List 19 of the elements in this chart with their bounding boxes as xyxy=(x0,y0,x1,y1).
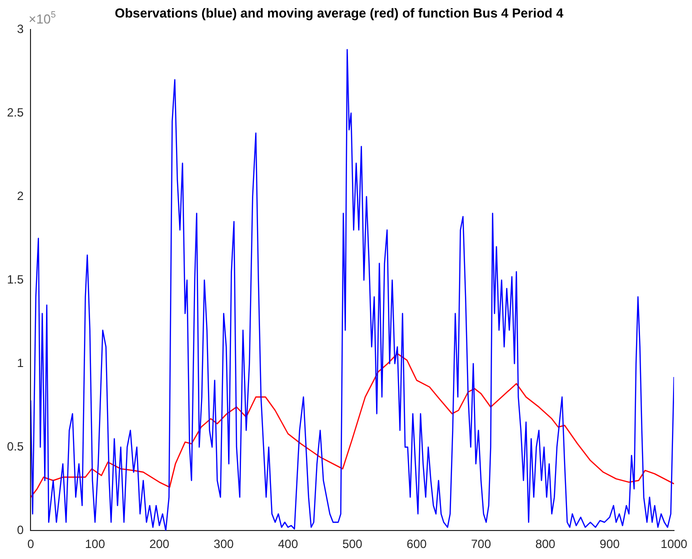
x-tick-label: 700 xyxy=(470,537,492,552)
x-tick-label: 200 xyxy=(149,537,170,552)
chart-title: Observations (blue) and moving average (red) of function Bus 4 Period 4 xyxy=(114,5,564,20)
x-tick-label: 400 xyxy=(278,537,298,552)
x-tick-label: 1000 xyxy=(660,537,688,552)
x-tick-label: 500 xyxy=(342,537,363,552)
y-tick-label: 1.5 xyxy=(6,272,24,286)
x-tick-label: 300 xyxy=(214,537,234,552)
x-tick-label: 100 xyxy=(85,537,106,552)
x-tick-label: 900 xyxy=(600,537,620,552)
x-tick-label: 600 xyxy=(406,537,428,552)
y-tick-label: 3 xyxy=(16,22,24,36)
y-tick-label: 0 xyxy=(16,522,24,537)
y-tick-label: 2 xyxy=(16,188,24,203)
y-tick-label: 1 xyxy=(16,356,24,370)
x-tick-label: 0 xyxy=(27,537,34,552)
y-tick-label: 0.5 xyxy=(6,439,24,454)
y-tick-label: 2.5 xyxy=(6,105,24,120)
x-tick-label: 800 xyxy=(535,537,556,552)
